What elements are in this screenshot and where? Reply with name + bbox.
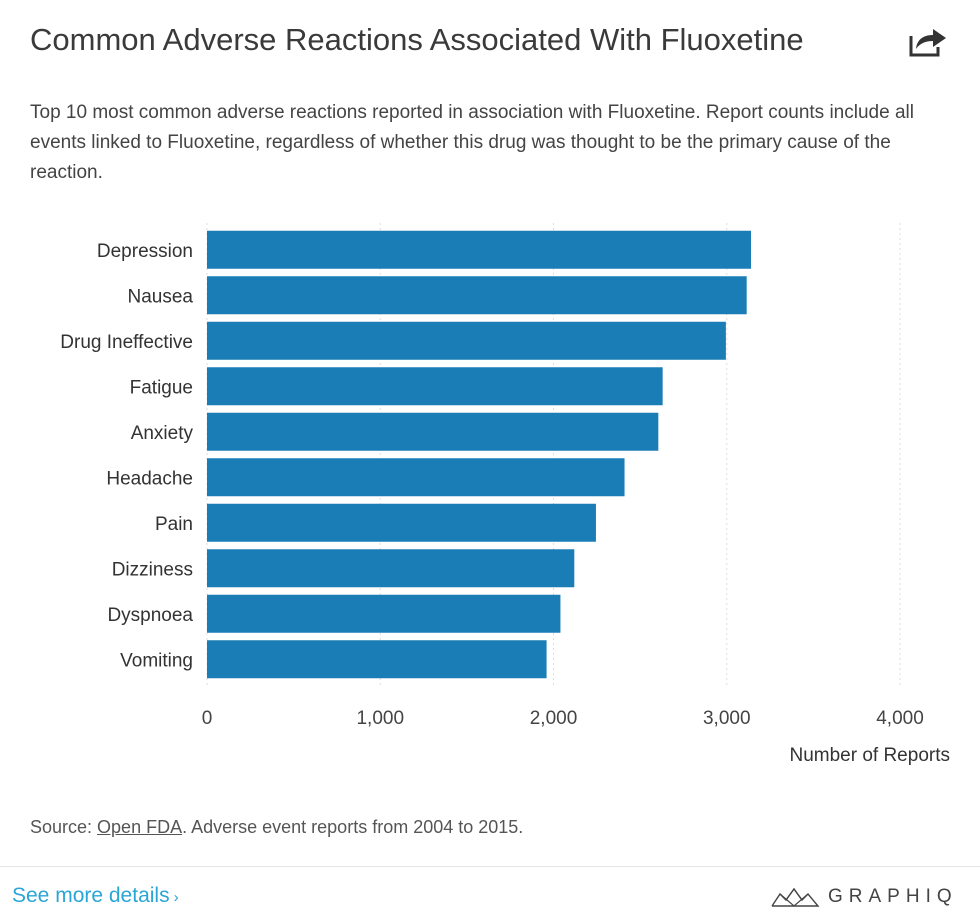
chart-title: Common Adverse Reactions Associated With… xyxy=(30,22,804,57)
bar-chart: Depression Nausea Drug Ineffective Fatigue A… xyxy=(60,223,950,766)
bar[interactable] xyxy=(207,367,663,406)
source-suffix: . Adverse event reports from 2004 to 201… xyxy=(182,817,524,837)
x-tick-label: 2,000 xyxy=(530,708,578,729)
category-label: Fatigue xyxy=(130,377,193,398)
category-label: Anxiety xyxy=(131,423,194,444)
bar[interactable] xyxy=(207,458,625,497)
brand-wordmark: GRAPHIQ xyxy=(828,886,958,907)
x-tick-label: 0 xyxy=(202,708,213,729)
category-label: Headache xyxy=(106,468,193,489)
graphiq-brand[interactable]: GRAPHIQ xyxy=(770,882,958,912)
category-label: Nausea xyxy=(128,286,194,307)
source-link[interactable]: Open FDA xyxy=(97,817,183,837)
x-tick-label: 4,000 xyxy=(876,708,924,729)
category-label: Dizziness xyxy=(112,559,193,580)
chevron-right-icon: › xyxy=(173,889,179,906)
x-axis-label: Number of Reports xyxy=(789,745,950,766)
bar[interactable] xyxy=(207,640,547,679)
category-label: Dyspnoea xyxy=(107,605,193,626)
x-tick-label: 1,000 xyxy=(356,708,404,729)
bar[interactable] xyxy=(207,594,561,633)
category-label: Drug Ineffective xyxy=(60,332,193,353)
bar[interactable] xyxy=(207,276,747,315)
bar[interactable] xyxy=(207,412,659,451)
bar[interactable] xyxy=(207,549,575,588)
footer-divider xyxy=(0,866,980,867)
bar[interactable] xyxy=(207,321,726,360)
graphiq-logo-icon xyxy=(771,887,820,907)
bar[interactable] xyxy=(207,230,752,269)
see-more-details-link[interactable]: See more details › xyxy=(12,884,179,908)
source-note: Source: Open FDA. Adverse event reports … xyxy=(30,817,523,838)
source-prefix: Source: xyxy=(30,817,98,837)
see-more-label: See more details xyxy=(12,884,170,907)
share-icon[interactable] xyxy=(908,24,948,58)
category-label: Depression xyxy=(97,241,193,262)
category-label: Pain xyxy=(155,514,193,535)
bar[interactable] xyxy=(207,503,596,542)
category-label: Vomiting xyxy=(120,650,193,671)
x-tick-label: 3,000 xyxy=(703,708,751,729)
chart-description: Top 10 most common adverse reactions rep… xyxy=(30,102,914,183)
